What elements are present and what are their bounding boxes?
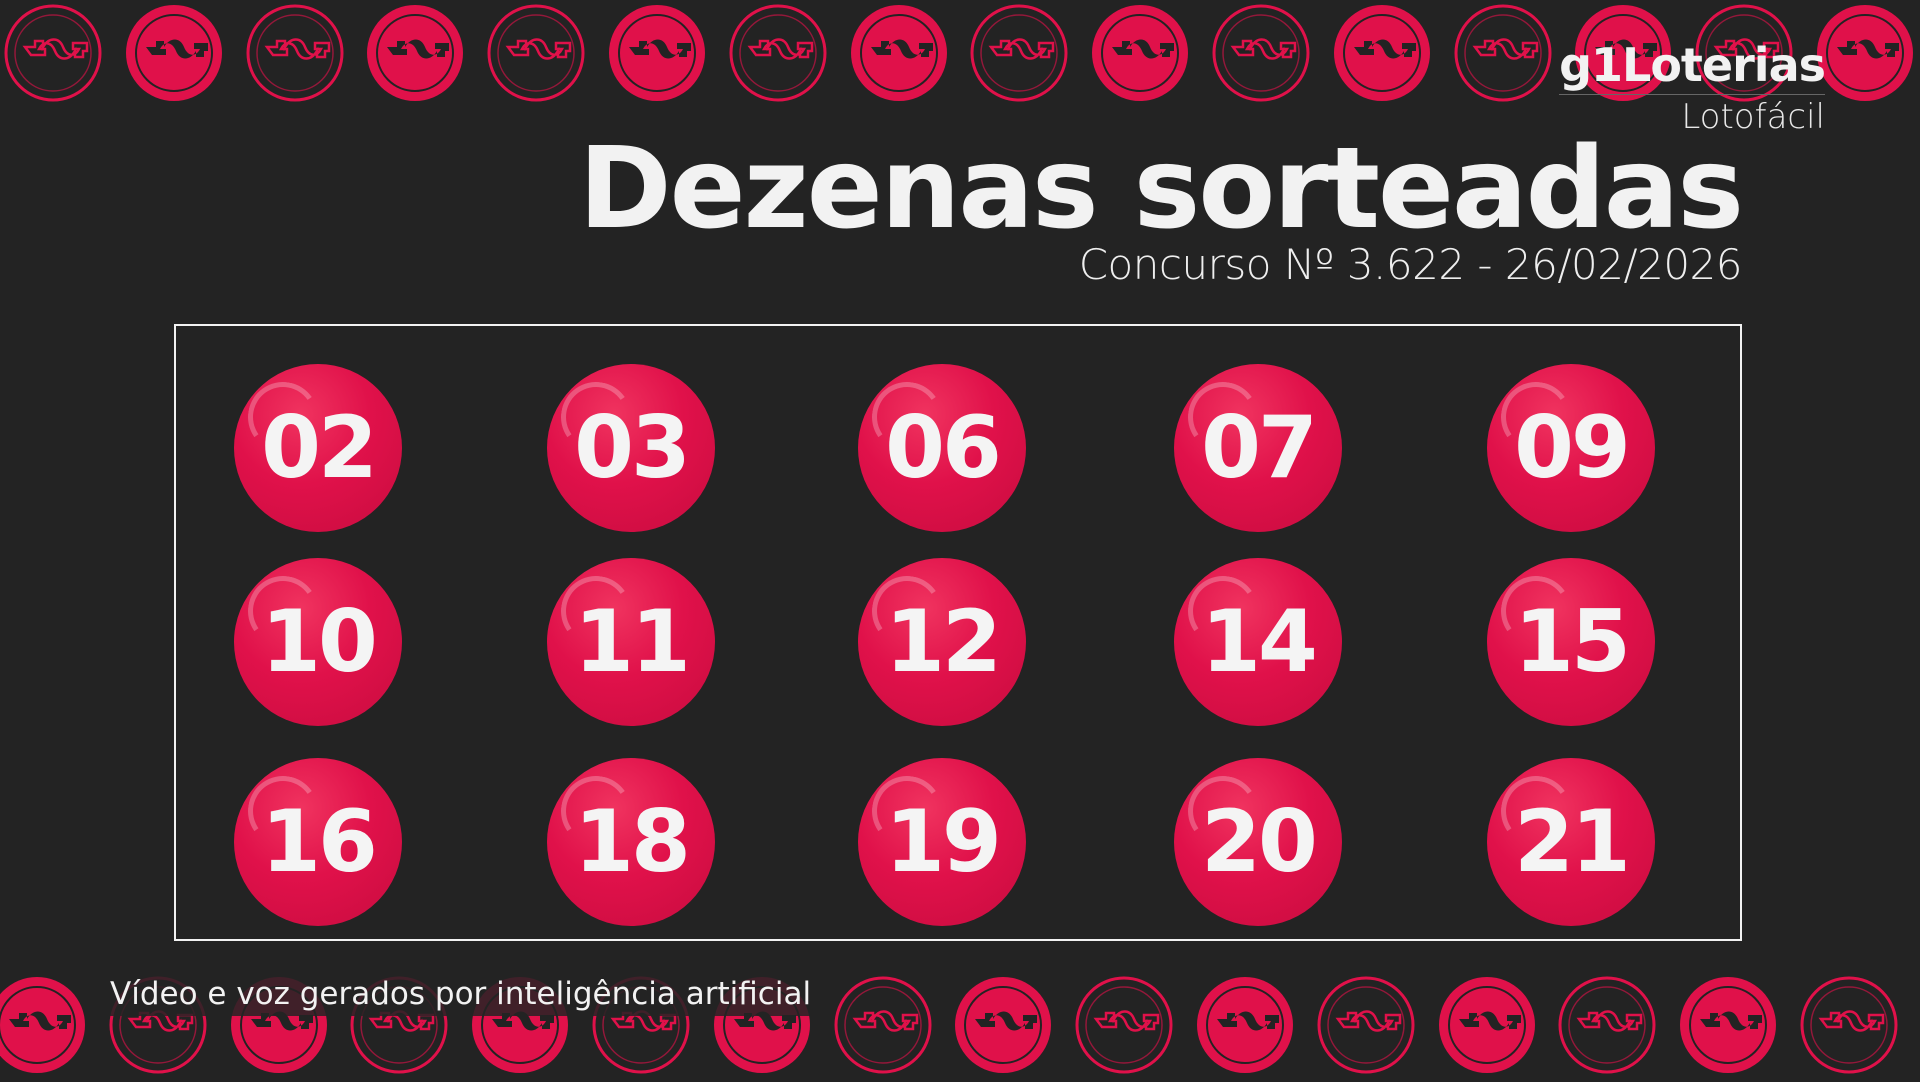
ball-number: 20 — [1201, 792, 1318, 892]
dollar-coin-outline-icon — [833, 975, 933, 1075]
page-title: Dezenas sorteadas — [578, 124, 1744, 254]
ball-number: 16 — [261, 792, 378, 892]
dollar-coin-outline-icon — [1557, 975, 1657, 1075]
ball-number: 03 — [574, 398, 691, 498]
g1-loterias-logo: g1Loterias Lotofácil — [1559, 42, 1826, 137]
ai-disclaimer-caption: Vídeo e voz gerados por inteligência art… — [100, 972, 822, 1016]
dollar-coin-filled-icon — [1815, 3, 1915, 103]
drawn-number-ball: 18 — [547, 758, 715, 926]
drawn-number-ball: 09 — [1487, 364, 1655, 532]
ball-number: 09 — [1514, 398, 1631, 498]
contest-info: Concurso Nº 3.622 - 26/02/2026 — [1078, 240, 1743, 289]
ball-number: 11 — [574, 592, 691, 692]
drawn-number-ball: 20 — [1174, 758, 1342, 926]
drawn-number-ball: 10 — [234, 558, 402, 726]
dollar-coin-filled-icon — [124, 3, 224, 103]
drawn-number-ball: 21 — [1487, 758, 1655, 926]
dollar-coin-filled-icon — [365, 3, 465, 103]
dollar-coin-filled-icon — [849, 3, 949, 103]
dollar-coin-filled-icon — [1437, 975, 1537, 1075]
drawn-number-ball: 14 — [1174, 558, 1342, 726]
ball-number: 15 — [1514, 592, 1631, 692]
dollar-coin-outline-icon — [1694, 3, 1794, 103]
ball-number: 19 — [885, 792, 1002, 892]
drawn-number-ball: 19 — [858, 758, 1026, 926]
drawn-number-ball: 11 — [547, 558, 715, 726]
logo-text: g1Loterias — [1559, 42, 1826, 95]
numbers-board: 02 03 06 07 09 10 11 12 14 15 16 18 19 20 21 — [174, 324, 1742, 941]
ball-number: 18 — [574, 792, 691, 892]
ball-number: 07 — [1201, 398, 1318, 498]
drawn-number-ball: 16 — [234, 758, 402, 926]
dollar-coin-outline-icon — [245, 3, 345, 103]
dollar-coin-filled-icon — [1332, 3, 1432, 103]
drawn-number-ball: 06 — [858, 364, 1026, 532]
dollar-coin-filled-icon — [1090, 3, 1190, 103]
dollar-coin-outline-icon — [728, 3, 828, 103]
dollar-coin-outline-icon — [969, 3, 1069, 103]
dollar-coin-filled-icon — [607, 3, 707, 103]
ball-number: 21 — [1514, 792, 1631, 892]
top-coin-border — [0, 0, 1920, 110]
dollar-coin-filled-icon — [953, 975, 1053, 1075]
ball-number: 14 — [1201, 592, 1318, 692]
dollar-coin-filled-icon — [1573, 3, 1673, 103]
ball-number: 10 — [261, 592, 378, 692]
dollar-coin-outline-icon — [1074, 975, 1174, 1075]
dollar-coin-outline-icon — [1453, 3, 1553, 103]
dollar-coin-filled-icon — [1678, 975, 1778, 1075]
game-name: Lotofácil — [1681, 97, 1825, 137]
drawn-number-ball: 02 — [234, 364, 402, 532]
drawn-number-ball: 15 — [1487, 558, 1655, 726]
dollar-coin-filled-icon — [0, 975, 87, 1075]
drawn-number-ball: 12 — [858, 558, 1026, 726]
dollar-coin-filled-icon — [1195, 975, 1295, 1075]
ball-number: 06 — [885, 398, 1002, 498]
drawn-number-ball: 07 — [1174, 364, 1342, 532]
dollar-coin-outline-icon — [3, 3, 103, 103]
dollar-coin-outline-icon — [1211, 3, 1311, 103]
ball-number: 12 — [885, 592, 1002, 692]
ball-number: 02 — [261, 398, 378, 498]
dollar-coin-outline-icon — [486, 3, 586, 103]
drawn-number-ball: 03 — [547, 364, 715, 532]
dollar-coin-outline-icon — [1316, 975, 1416, 1075]
dollar-coin-outline-icon — [1799, 975, 1899, 1075]
